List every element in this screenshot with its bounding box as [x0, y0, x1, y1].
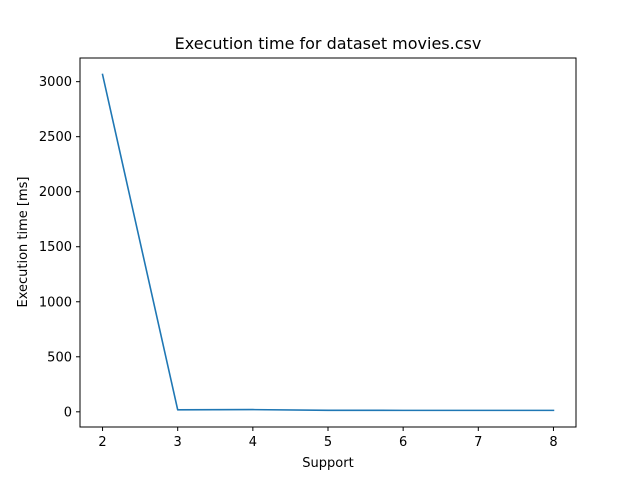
chart-title: Execution time for dataset movies.csv [175, 34, 482, 53]
series-line [101, 73, 555, 412]
y-tick-label: 1500 [39, 240, 72, 255]
x-tick-label: 5 [324, 435, 332, 450]
x-tick-label: 3 [174, 435, 182, 450]
x-axis-label: Support [302, 456, 353, 471]
y-tick-label: 1000 [39, 295, 72, 310]
y-tick-label: 2500 [39, 130, 72, 145]
y-tick-label: 3000 [39, 75, 72, 90]
x-tick-label: 4 [249, 435, 257, 450]
x-tick-label: 2 [98, 435, 106, 450]
x-tick-label: 7 [474, 435, 482, 450]
y-tick-label: 0 [64, 405, 72, 420]
y-tick-label: 500 [47, 350, 72, 365]
y-tick-label: 2000 [39, 185, 72, 200]
x-axis: 2 3 4 5 6 7 8 [98, 427, 558, 450]
y-axis: 0 500 1000 1500 2000 2500 3000 [39, 75, 80, 420]
y-axis-label: Execution time [ms] [16, 176, 31, 307]
x-tick-label: 8 [549, 435, 557, 450]
x-tick-label: 6 [399, 435, 407, 450]
plot-area [101, 73, 555, 412]
